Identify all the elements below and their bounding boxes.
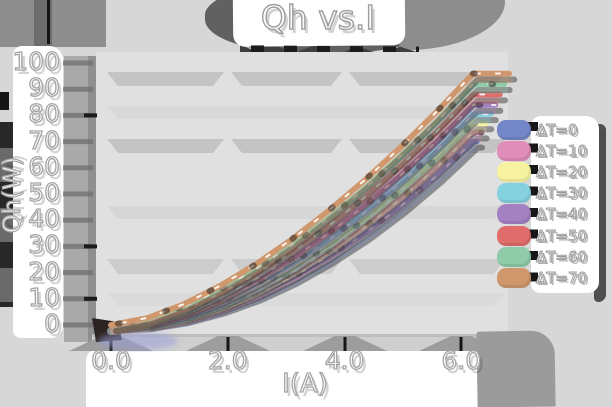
legend-item: ΔT=60 (497, 247, 603, 269)
legend-swatch (497, 268, 531, 288)
x-tick-label: 2.0 (207, 346, 248, 375)
y-tick-label: 80 (28, 99, 61, 129)
y-tick-label: 90 (28, 73, 61, 103)
y-tick-label: 0 (43, 309, 60, 338)
legend-background-patch (531, 116, 599, 293)
legend-label: ΔT=0 (536, 121, 578, 140)
y-tick-label: 10 (28, 282, 61, 312)
legend-item: ΔT=0 (497, 120, 603, 142)
x-tick-label: 0.0 (90, 346, 131, 375)
y-axis-shadow-band (0, 122, 13, 307)
legend-label: ΔT=40 (536, 205, 588, 224)
y-tick-label: 50 (28, 178, 61, 207)
legend-item: ΔT=20 (497, 162, 603, 184)
legend-swatch (497, 204, 531, 224)
chart-title: Qh vs.I (260, 0, 376, 37)
series-line-ΔT=70 (108, 70, 512, 328)
x-axis-title: I(A) (281, 369, 328, 399)
y-axis-spine (64, 56, 96, 342)
origin-smear (98, 332, 178, 350)
x-ticks-background-patch (86, 350, 484, 407)
legend-label: ΔT=10 (536, 142, 588, 161)
y-tick-label: 20 (28, 256, 61, 286)
legend-swatch (497, 247, 531, 267)
y-axis-shadow-mark (0, 92, 9, 110)
x-tick-label: 6.0 (441, 346, 482, 375)
legend-shadow-dashes (527, 122, 538, 290)
y-tick-label: 70 (28, 125, 61, 155)
legend-label: ΔT=20 (536, 163, 588, 182)
legend-swatch (497, 120, 531, 140)
legend-item: ΔT=70 (497, 268, 603, 290)
series-shadow-ΔT=70 (113, 76, 518, 334)
legend-swatch (497, 183, 531, 203)
legend-swatch (497, 162, 531, 182)
legend-label: ΔT=60 (536, 248, 588, 267)
y-tick-label: 30 (28, 230, 61, 260)
corner-shadow-blob (0, 0, 106, 47)
plot-background (96, 52, 508, 334)
legend-item: ΔT=40 (497, 204, 603, 226)
y-tick-label: 100 (12, 47, 61, 76)
legend-swatch (497, 226, 531, 246)
legend-label: ΔT=70 (536, 269, 588, 288)
y-axis-tick-marks (63, 60, 97, 328)
series-curves (107, 70, 518, 335)
legend-item: ΔT=30 (497, 183, 603, 205)
series-fuzz-ΔT=70 (107, 75, 514, 335)
x-tick-label: 4.0 (324, 346, 365, 375)
legend-item: ΔT=10 (497, 141, 603, 163)
y-tick-label: 60 (28, 151, 61, 181)
legend-item: ΔT=50 (497, 226, 603, 248)
corner-shadow-line (47, 0, 50, 44)
y-tick-label: 40 (28, 204, 61, 234)
legend-label: ΔT=30 (536, 184, 588, 203)
legend-swatch (497, 141, 531, 161)
y-ticks-background-patch (13, 46, 63, 338)
legend-label: ΔT=50 (536, 227, 588, 246)
